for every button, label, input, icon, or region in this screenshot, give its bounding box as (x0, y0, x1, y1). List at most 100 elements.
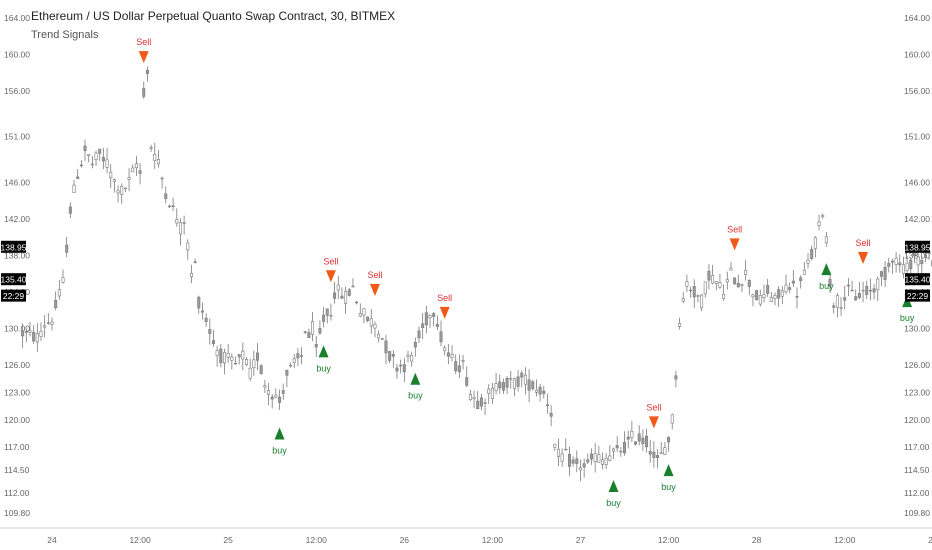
y-tick-label-left: 109.80 (4, 508, 30, 518)
candle-body (61, 277, 65, 283)
candle-body (626, 436, 630, 440)
sell-signal-label: Sell (367, 270, 382, 280)
candle-body (865, 285, 869, 295)
sell-signal-label: Sell (437, 293, 452, 303)
candle-body (527, 379, 531, 391)
candle-body (806, 259, 810, 264)
candle-body (347, 289, 351, 296)
candle-body (861, 289, 865, 292)
x-tick-label: 12:00 (306, 535, 328, 545)
candle-body (718, 282, 722, 288)
candle-body (872, 288, 876, 293)
candle-body (245, 359, 249, 365)
candle-body (388, 351, 392, 361)
candle-body (340, 295, 344, 299)
candle-body (857, 292, 861, 298)
candle-body (623, 441, 627, 454)
candle-body (204, 317, 208, 322)
candle-body (894, 257, 898, 265)
candle-body (333, 292, 337, 299)
candle-body (494, 383, 498, 392)
candle-body (134, 163, 138, 169)
candle-body (652, 451, 656, 458)
candle-body (909, 259, 913, 270)
candle-body (890, 260, 894, 263)
y-tick-label-left: 117.00 (4, 442, 30, 452)
candle-body (300, 355, 304, 357)
candle-body (87, 154, 91, 156)
y-tick-label-left: 142.00 (4, 214, 30, 224)
sell-signal-label: Sell (136, 37, 151, 47)
y-tick-label-left: 114.50 (4, 465, 30, 475)
candle-body (57, 289, 61, 297)
buy-signal-label: buy (316, 363, 331, 373)
buy-signal-label: buy (819, 281, 834, 291)
candle-body (410, 354, 414, 362)
candle-body (505, 377, 509, 388)
candle-body (722, 293, 726, 299)
price-badge-label: 135.40 (905, 275, 931, 285)
candle-body (395, 367, 399, 372)
y-tick-label-right: 120.00 (904, 415, 930, 425)
candle-body (446, 352, 450, 357)
candle-body (402, 364, 406, 373)
candle-body (685, 281, 689, 287)
candle-body (248, 367, 252, 379)
candle-body (413, 342, 417, 348)
candle-body (112, 179, 116, 182)
candle-body (72, 184, 76, 194)
candle-body (509, 378, 513, 380)
y-tick-label-right: 142.00 (904, 214, 930, 224)
candle-body (674, 375, 678, 380)
candle-body (703, 281, 707, 295)
candle-body (758, 295, 762, 305)
candle-body (769, 297, 773, 303)
candle-body (377, 333, 381, 339)
candle-body (39, 330, 43, 337)
candle-body (289, 364, 293, 367)
price-badge-label: 22:29 (3, 291, 25, 301)
y-tick-label-right: 126.00 (904, 360, 930, 370)
buy-signal-label: buy (606, 498, 621, 508)
candle-body (549, 412, 553, 417)
candle-body (274, 394, 278, 398)
buy-signal-marker (663, 464, 674, 477)
price-badge-label: 135.40 (1, 275, 27, 285)
y-tick-label-left: 164.00 (4, 13, 30, 23)
candle-body (285, 369, 289, 376)
candle-body (483, 402, 487, 404)
candle-body (835, 295, 839, 308)
candle-body (344, 291, 348, 304)
candle-body (454, 361, 458, 372)
candle-body (28, 330, 32, 333)
candle-body (766, 285, 770, 294)
candle-body (457, 365, 461, 373)
candle-body (571, 459, 575, 464)
price-badge-right (905, 273, 930, 286)
candle-body (138, 170, 142, 174)
price-badge-left (1, 289, 26, 302)
candle-body (200, 310, 204, 313)
candle-body (32, 331, 36, 342)
candle-body (534, 389, 538, 393)
candle-body (901, 264, 905, 274)
candle-body (215, 350, 219, 357)
candle-body (736, 282, 740, 288)
candle-body (219, 348, 223, 364)
y-tick-label-right: 117.00 (904, 442, 930, 452)
candle-body (828, 278, 832, 287)
candle-body (432, 313, 436, 317)
candle-body (116, 190, 120, 194)
indicator-label[interactable]: Trend Signals (31, 29, 99, 41)
sell-signal-marker (138, 51, 149, 64)
candle-body (490, 388, 494, 399)
y-tick-label-right: 146.00 (904, 177, 930, 187)
candle-body (832, 305, 836, 308)
candle-body (278, 396, 282, 403)
candle-body (358, 313, 362, 317)
candle-body (725, 279, 729, 283)
candle-body (755, 290, 759, 301)
candle-body (876, 278, 880, 290)
candle-body (733, 277, 737, 285)
